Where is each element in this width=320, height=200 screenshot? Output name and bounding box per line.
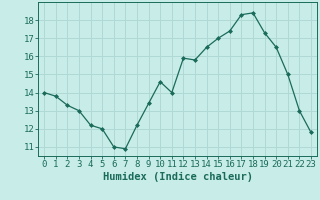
X-axis label: Humidex (Indice chaleur): Humidex (Indice chaleur)	[103, 172, 252, 182]
